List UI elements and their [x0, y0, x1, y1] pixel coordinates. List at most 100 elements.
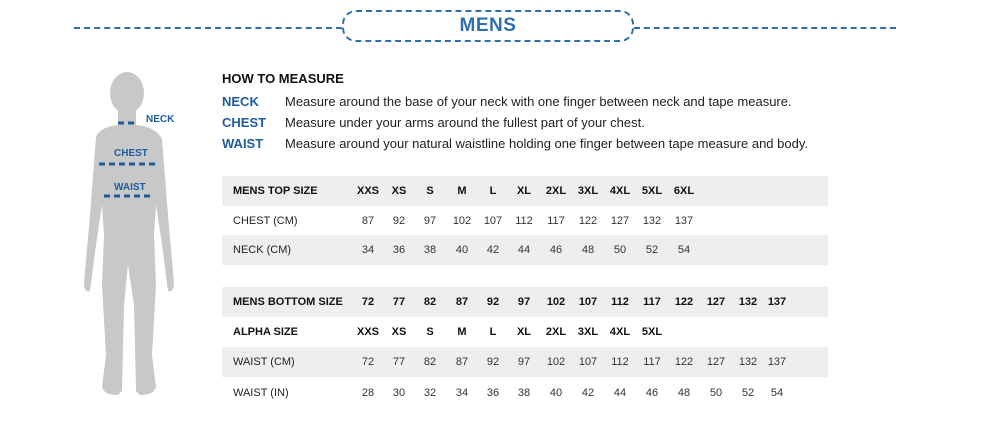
- table-cell: S: [426, 185, 434, 197]
- table-cell: 54: [770, 387, 784, 399]
- table-cell: XL: [516, 185, 532, 197]
- table-cell: 102: [452, 215, 472, 227]
- table-cell: 46: [645, 387, 659, 399]
- measure-text: Measure under your arms around the fulle…: [285, 115, 645, 130]
- table-cell: 46: [549, 244, 563, 256]
- table-cell: 42: [486, 244, 500, 256]
- table-cell: 3XL: [577, 326, 599, 338]
- table-cell: 117: [547, 215, 565, 227]
- row-label: CHEST (CM): [233, 215, 298, 227]
- table-cell: 112: [611, 356, 629, 368]
- table-row: WAIST (IN) 28 30 32 34 36 38 40 42 44 46 48 50 52 54: [222, 378, 828, 408]
- table-cell: 87: [455, 356, 469, 368]
- table-cell: M: [457, 326, 467, 338]
- table-cell: 48: [677, 387, 691, 399]
- table-cell: 2XL: [545, 326, 567, 338]
- table-cell: L: [489, 326, 497, 338]
- table-cell: 127: [706, 356, 726, 368]
- measure-key: WAIST: [222, 136, 264, 151]
- table-cell: 72: [361, 356, 375, 368]
- table-cell: 54: [677, 244, 691, 256]
- row-label: WAIST (CM): [233, 356, 295, 368]
- table-cell: 92: [486, 356, 500, 368]
- measure-key: NECK: [222, 94, 259, 109]
- table-cell: 77: [392, 356, 406, 368]
- table-cell: 112: [611, 296, 629, 308]
- table-cell: 102: [546, 296, 566, 308]
- table-cell: 44: [517, 244, 531, 256]
- figure-chest-label: CHEST: [114, 148, 148, 159]
- section-title-text: MENS: [459, 15, 517, 36]
- table-cell: 2XL: [545, 185, 567, 197]
- table-cell: 48: [581, 244, 595, 256]
- table-cell: 5XL: [641, 185, 663, 197]
- table-row: CHEST (CM) 87 92 97 102 107 112 117 122 127 132 137: [222, 206, 828, 236]
- table-row: NECK (CM) 34 36 38 40 42 44 46 48 50 52 54: [222, 235, 828, 265]
- section-title: MENS: [342, 10, 634, 42]
- table-cell: 107: [483, 215, 503, 227]
- table-cell: 38: [517, 387, 531, 399]
- table-cell: 82: [423, 356, 437, 368]
- table-cell: 52: [741, 387, 755, 399]
- table-cell: 38: [423, 244, 437, 256]
- table-cell: 97: [517, 296, 531, 308]
- table-cell: 44: [613, 387, 627, 399]
- row-label: NECK (CM): [233, 244, 292, 256]
- person-figure-icon: [84, 72, 174, 395]
- row-label: MENS TOP SIZE: [233, 185, 318, 197]
- table-cell: 42: [581, 387, 595, 399]
- table-cell: 52: [645, 244, 659, 256]
- table-row: ALPHA SIZE XXS XS S M L XL 2XL 3XL 4XL 5XL: [222, 317, 828, 347]
- table-cell: XXS: [356, 326, 379, 338]
- table-cell: 132: [642, 215, 662, 227]
- table-cell: 127: [706, 296, 726, 308]
- table-cell: 36: [392, 244, 406, 256]
- table-cell: 117: [643, 296, 661, 308]
- table-cell: 87: [455, 296, 469, 308]
- table-cell: 4XL: [609, 185, 631, 197]
- table-cell: 92: [392, 215, 406, 227]
- table-cell: 40: [455, 244, 469, 256]
- table-cell: 3XL: [577, 185, 599, 197]
- table-cell: 28: [361, 387, 375, 399]
- table-cell: 122: [674, 356, 694, 368]
- row-label: WAIST (IN): [233, 387, 289, 399]
- table-cell: XL: [516, 326, 532, 338]
- table-cell: 97: [517, 356, 531, 368]
- table-row: MENS BOTTOM SIZE 72 77 82 87 92 97 102 107 112 117…: [222, 287, 828, 317]
- table-cell: 5XL: [641, 326, 663, 338]
- table-cell: 137: [767, 296, 787, 308]
- table-cell: L: [489, 185, 497, 197]
- table-cell: 77: [392, 296, 406, 308]
- table-row: MENS TOP SIZE XXS XS S M L XL 2XL 3XL 4XL 5XL 6XL: [222, 176, 828, 206]
- table-cell: 97: [423, 215, 437, 227]
- body-silhouette: NECK CHEST WAIST: [70, 65, 190, 405]
- table-cell: 127: [610, 215, 630, 227]
- table-cell: XS: [391, 185, 407, 197]
- table-row: WAIST (CM) 72 77 82 87 92 97 102 107 112 117 122 127…: [222, 347, 828, 377]
- how-to-measure-heading: HOW TO MEASURE: [222, 71, 344, 86]
- table-cell: M: [457, 185, 467, 197]
- figure-waist-label: WAIST: [114, 182, 146, 193]
- measure-text: Measure around the base of your neck wit…: [285, 94, 792, 109]
- row-label: MENS BOTTOM SIZE: [233, 296, 343, 308]
- table-cell: 137: [674, 215, 694, 227]
- title-divider-right: [634, 27, 896, 29]
- table-cell: 34: [361, 244, 375, 256]
- title-divider-left: [74, 27, 342, 29]
- table-cell: 4XL: [609, 326, 631, 338]
- table-cell: 72: [361, 296, 375, 308]
- table-cell: 6XL: [673, 185, 695, 197]
- table-cell: 34: [455, 387, 469, 399]
- table-cell: 30: [392, 387, 406, 399]
- table-cell: 132: [738, 356, 758, 368]
- measure-key: CHEST: [222, 115, 267, 130]
- row-label: ALPHA SIZE: [233, 326, 298, 338]
- table-cell: 112: [515, 215, 533, 227]
- table-cell: 137: [767, 356, 787, 368]
- table-cell: 102: [546, 356, 566, 368]
- table-cell: 40: [549, 387, 563, 399]
- table-cell: 117: [643, 356, 661, 368]
- table-cell: 50: [613, 244, 627, 256]
- table-cell: 50: [709, 387, 723, 399]
